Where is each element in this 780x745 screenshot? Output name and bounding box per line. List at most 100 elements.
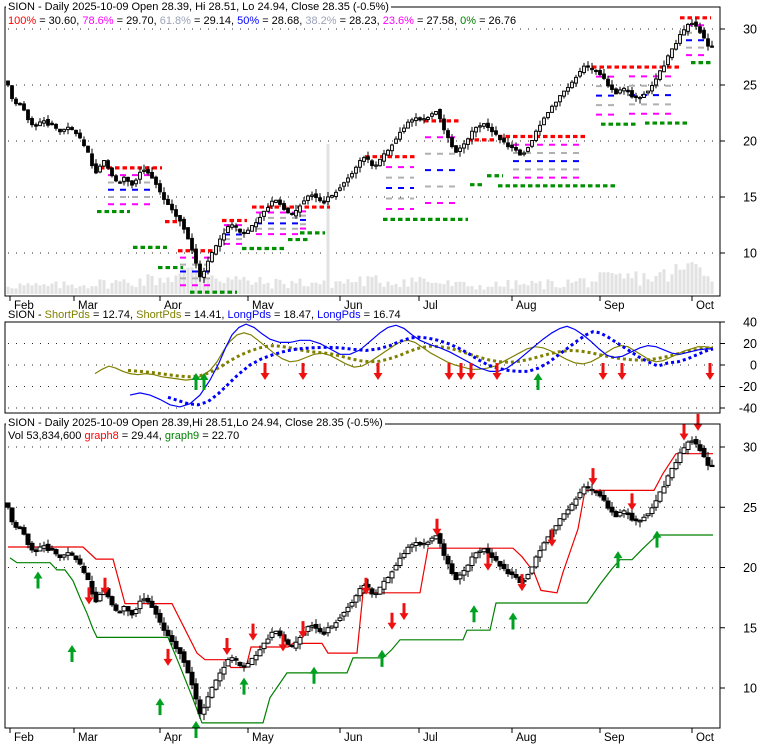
down-arrow-signal [617,363,627,380]
fib-legend-segment: = 30.60, [36,15,83,27]
fib-legend-segment: = 26.76 [476,15,517,27]
up-arrow-signal [155,698,165,716]
down-arrow-signal [598,363,608,380]
down-arrow-signal [387,612,397,630]
down-arrow-signal [588,468,598,486]
x-axis-month-label: Jun [344,732,363,744]
fib-legend-segment: = 27.58, [413,15,461,27]
price-signal-arrows [33,413,703,738]
y-axis-label: -40 [739,402,757,416]
y-axis-label: 15 [743,621,757,635]
up-arrow-signal [67,645,77,663]
volume-legend-segment: graph9 [164,430,200,442]
up-arrow-signal [33,571,43,589]
oscillator-signal-arrows [191,363,715,390]
up-arrow-signal [613,551,623,569]
volume-legend-segment: = 22.70 [199,430,240,442]
y-axis-panel1: 30 25 20 15 10 [720,23,757,261]
oscillator-legend-segment: = 18.47, [270,309,318,321]
up-arrow-signal [309,666,319,684]
fib-legend-segment: 23.6% [382,15,414,27]
oscillator-legend-segment: LongPds [227,309,271,321]
x-axis-month-label: Sep [604,300,624,312]
price-stops-panel-plot-area[interactable] [5,424,720,728]
down-arrow-signal [466,363,476,380]
down-arrow-signal [693,413,703,431]
panel3-title: SION - Daily 2025-10-09 Open 28.39,Hi 28… [6,417,385,429]
y-axis-label: 20 [743,561,757,575]
y-axis-label: 10 [743,682,757,696]
up-arrow-signal [533,373,543,390]
down-arrow-signal [222,638,232,656]
y-axis-label: 20 [743,337,757,351]
x-axis-month-label: Jul [423,732,438,744]
candlesticks-bottom [5,435,715,721]
fib-legend-segment: 61.8% [159,15,191,27]
down-arrow-signal [492,363,502,380]
y-axis-label: 25 [743,501,757,515]
price-fib-panel-plot-area[interactable] [5,7,720,296]
fib-legend-segment: = 28.23, [336,15,383,27]
up-arrow-signal [377,649,387,667]
panel1-title: SION - Daily 2025-10-09 Open 28.39, Hi 2… [6,1,391,13]
candlesticks-top [6,18,714,283]
oscillator-legend-segment: = 12.74, [89,309,137,321]
volume-legend-segment: = 29.44, [118,430,165,442]
down-arrow-signal [399,603,409,621]
fib-legend-segment: 100% [8,15,37,27]
x-axis-month-label: Aug [516,300,536,312]
down-arrow-signal [456,363,466,380]
y-axis-label: 10 [743,247,757,261]
x-axis-month-label: Mar [78,732,98,744]
oscillator-legend-segment: ShortPds [44,309,90,321]
y-axis-label: 20 [743,135,757,149]
down-arrow-signal [627,493,637,511]
up-arrow-signal [239,677,249,695]
y-axis-label: 15 [743,191,757,205]
down-arrow-signal [260,363,270,380]
down-arrow-signal [100,577,110,595]
down-arrow-signal [163,648,173,666]
oscillator-legend-segment: = 16.74 [360,309,401,321]
x-axis-month-label: Aug [516,732,536,744]
y-axis-label: 30 [743,441,757,455]
y-axis-label: 0 [750,359,757,373]
panel2-title: SION - ShortPds = 12.74, ShortPds = 14.4… [6,309,403,321]
oscillator-legend-segment: ShortPds [136,309,182,321]
down-arrow-signal [547,529,557,547]
fib-retracement-levels [97,16,711,294]
up-arrow-signal [469,605,479,623]
down-arrow-signal [517,574,527,592]
fib-legend-segment: 78.6% [82,15,114,27]
oscillator-legend-segment: SION - [8,309,45,321]
x-axis-panel3: Feb Mar Apr May Jun Jul Aug Sep Oct [9,728,715,744]
panel3-volume-legend: Vol 53,834,600 graph8 = 29.44, graph9 = … [6,430,242,442]
fib-legend-segment: = 28.68, [259,15,306,27]
down-arrow-signal [361,577,371,595]
up-arrow-signal [508,612,518,630]
x-axis-month-label: Feb [14,732,34,744]
x-axis-month-label: Oct [696,300,715,312]
volume-legend-segment: Vol 53,834,600 [8,430,85,442]
oscillator-panel-plot-area[interactable] [5,322,720,413]
down-arrow-signal [705,363,715,380]
down-arrow-signal [298,363,308,380]
down-arrow-signal [444,363,454,380]
down-arrow-signal [679,423,689,441]
fib-legend-segment: 38.2% [305,15,337,27]
down-arrow-signal [373,363,383,380]
fib-legend-segment: = 29.70, [113,15,160,27]
volume-bars [6,144,714,294]
y-axis-label: -20 [739,380,757,394]
up-arrow-signal [199,373,209,390]
fib-legend-segment: = 29.14, [190,15,238,27]
y-axis-label: 25 [743,79,757,93]
up-arrow-signal [652,530,662,548]
down-arrow-signal [278,634,288,652]
down-arrow-signal [298,621,308,639]
y-axis-label: 30 [743,23,757,37]
up-arrow-signal [191,373,201,390]
y-axis-panel2: 40 20 0 -20 -40 [720,316,757,416]
y-axis-panel3: 30 25 20 15 10 [720,441,757,696]
